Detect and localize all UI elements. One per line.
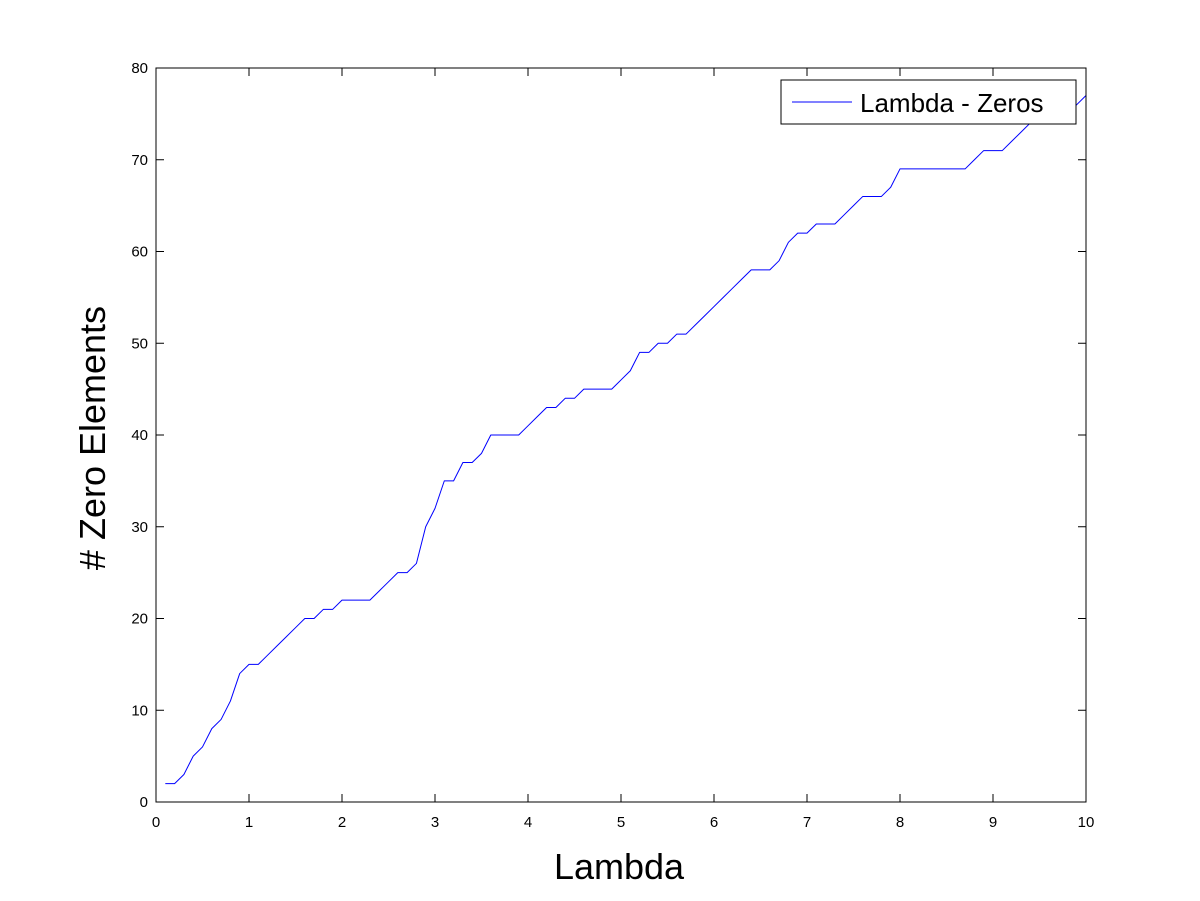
y-axis-title: # Zero Elements — [72, 306, 113, 570]
legend-entry-label: Lambda - Zeros — [860, 88, 1044, 118]
series-line-0 — [165, 95, 1087, 785]
y-tick-labels: 0 10 20 30 40 50 60 70 80 — [131, 60, 148, 811]
x-tick-label-9: 9 — [989, 814, 997, 831]
y-tick-label-2: 20 — [131, 611, 148, 628]
x-axis-title: Lambda — [554, 846, 685, 887]
y-tick-label-3: 30 — [131, 519, 148, 536]
x-tick-label-1: 1 — [245, 814, 253, 831]
x-tick-label-10: 10 — [1078, 814, 1095, 831]
x-tick-label-2: 2 — [338, 814, 346, 831]
x-tick-label-8: 8 — [896, 814, 904, 831]
x-tick-label-5: 5 — [617, 814, 625, 831]
x-tick-labels: 0 1 2 3 4 5 6 7 8 9 10 — [152, 814, 1095, 831]
y-tick-label-5: 50 — [131, 335, 148, 352]
y-tick-label-6: 60 — [131, 244, 148, 261]
x-tick-label-6: 6 — [710, 814, 718, 831]
x-tick-label-3: 3 — [431, 814, 439, 831]
legend: Lambda - Zeros — [780, 79, 1077, 125]
y-tick-label-1: 10 — [131, 702, 148, 719]
y-tick-label-8: 80 — [131, 60, 148, 77]
y-tick-label-0: 0 — [140, 794, 148, 811]
x-tick-label-4: 4 — [524, 814, 532, 831]
y-tick-label-4: 40 — [131, 427, 148, 444]
x-tick-label-0: 0 — [152, 814, 160, 831]
plot-area-background — [156, 68, 1086, 802]
y-tick-label-7: 70 — [131, 152, 148, 169]
series-layer — [165, 95, 1087, 785]
plot-frame — [155, 67, 1087, 803]
x-tick-label-7: 7 — [803, 814, 811, 831]
